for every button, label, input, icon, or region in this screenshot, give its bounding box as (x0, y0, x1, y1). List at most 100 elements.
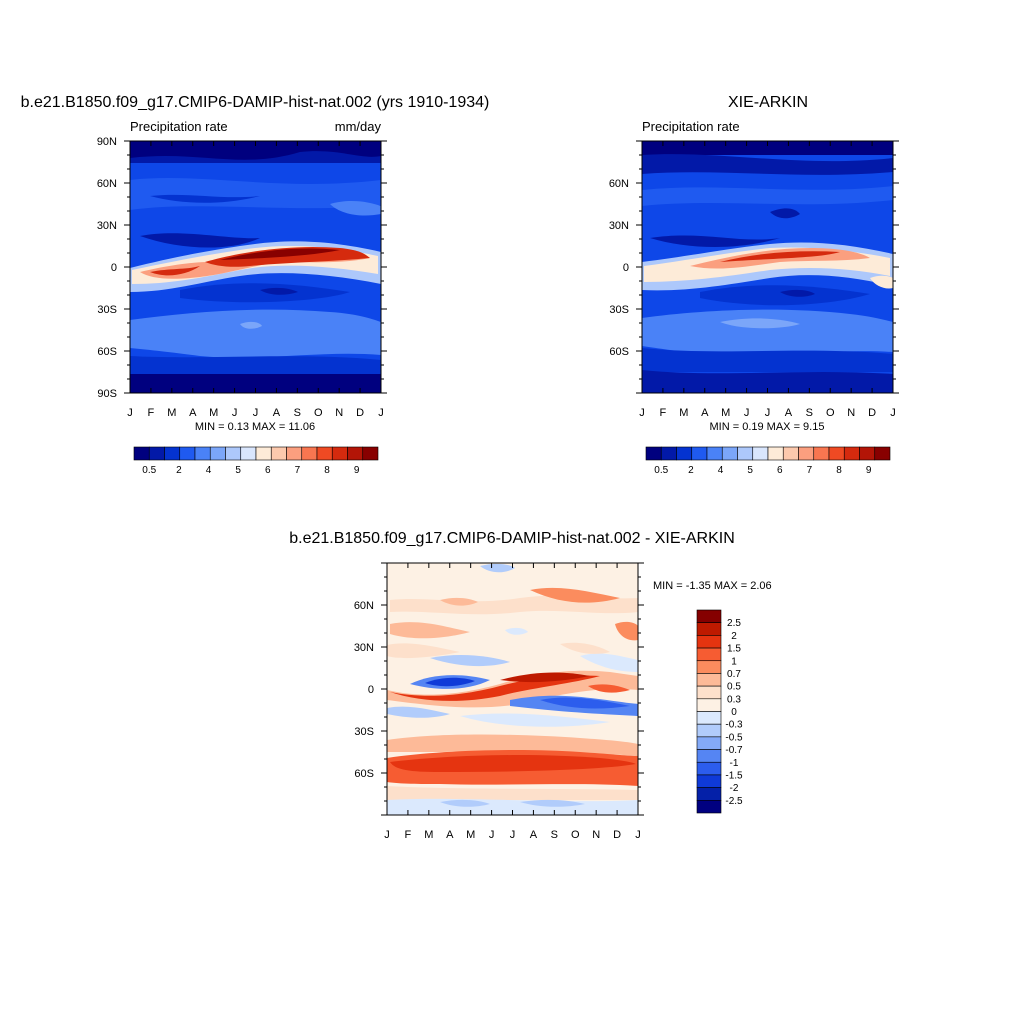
panel-obs-ytick-label: 30S (609, 304, 629, 316)
x-tick-label: J (765, 407, 771, 419)
colorbar-label: 5 (235, 465, 241, 476)
colorbar-label: -0.7 (725, 745, 743, 756)
x-tick-label: N (335, 407, 343, 419)
x-tick-label: J (639, 407, 645, 419)
panel-obs-plot-area (641, 140, 894, 394)
panel-obs-tickmarks (636, 140, 899, 394)
panel-diff-colorbar: 2.5 2 1.51 0.7 0.50.3 0 -0.3-0.5 -0.7 -1-1.5 -2 -2… (696, 609, 743, 814)
panel-model-units-label: mm/day (335, 119, 382, 134)
panel-obs-colorbar: 0.5 2 4 5 6 7 8 9 (645, 446, 891, 476)
colorbar-label: 2 (688, 465, 694, 476)
panel-model-y-ticks: 90N 60N 30N 0 30S 60S 90S (97, 136, 117, 400)
colorbar-label: 7 (295, 465, 301, 476)
colorbar-label: 0.5 (727, 682, 741, 693)
colorbar-swatch (706, 446, 723, 461)
colorbar-swatch (782, 446, 799, 461)
x-tick-label: N (592, 829, 600, 841)
colorbar-label: -0.3 (725, 720, 743, 731)
panel-model-ytick-label: 90S (97, 388, 117, 400)
panel-model-tickmarks (124, 140, 387, 394)
panel-obs-ytick-label: 60S (609, 346, 629, 358)
colorbar-swatch (660, 446, 677, 461)
panel-obs-ytick-label: 30N (609, 220, 629, 232)
panel-diff-ytick-label: 0 (368, 684, 374, 696)
colorbar-label: 0.3 (727, 694, 741, 705)
colorbar-swatch (225, 446, 242, 461)
colorbar-swatch (874, 446, 891, 461)
panel-diff-title: b.e21.B1850.f09_g17.CMIP6-DAMIP-hist-nat… (289, 530, 735, 547)
colorbar-swatch (859, 446, 876, 461)
x-tick-label: J (127, 407, 133, 419)
x-tick-label: M (209, 407, 218, 419)
colorbar-swatch (737, 446, 754, 461)
x-tick-label: J (744, 407, 750, 419)
colorbar-label: 6 (265, 465, 271, 476)
colorbar-label: 8 (836, 465, 842, 476)
colorbar-swatch (752, 446, 769, 461)
x-tick-label: J (253, 407, 259, 419)
x-tick-label: A (701, 407, 709, 419)
panel-model: b.e21.B1850.f09_g17.CMIP6-DAMIP-hist-nat… (21, 94, 490, 476)
colorbar-swatch (696, 673, 722, 687)
colorbar-label: -1 (730, 758, 739, 769)
x-tick-label: J (232, 407, 238, 419)
panel-model-ytick-label: 60N (97, 178, 117, 190)
colorbar-label: 5 (747, 465, 753, 476)
x-tick-label: D (613, 829, 621, 841)
panel-diff-ytick-label: 60S (354, 768, 374, 780)
colorbar-swatch (270, 446, 287, 461)
colorbar-swatch (645, 446, 662, 461)
colorbar-swatch (696, 761, 722, 776)
colorbar-label: 1.5 (727, 644, 741, 655)
panel-obs-quantity-label: Precipitation rate (642, 119, 740, 134)
colorbar-label: -2 (730, 783, 739, 794)
panel-model-title: b.e21.B1850.f09_g17.CMIP6-DAMIP-hist-nat… (21, 94, 490, 111)
colorbar-swatch (696, 609, 722, 623)
colorbar-label: 7 (807, 465, 813, 476)
colorbar-swatch (767, 446, 784, 461)
x-tick-label: S (294, 407, 301, 419)
colorbar-swatch (691, 446, 708, 461)
colorbar-swatch (696, 635, 722, 649)
x-tick-label: O (314, 407, 323, 419)
x-tick-label: S (551, 829, 558, 841)
x-tick-label: M (466, 829, 475, 841)
colorbar-swatch (676, 446, 693, 461)
colorbar-swatch (286, 446, 303, 461)
colorbar-swatch (696, 660, 722, 674)
x-tick-label: D (868, 407, 876, 419)
panel-obs-title: XIE-ARKIN (728, 94, 808, 111)
x-tick-label: O (826, 407, 835, 419)
colorbar-label: 2 (731, 631, 737, 642)
colorbar-swatch (148, 446, 165, 461)
colorbar-swatch (696, 749, 722, 763)
x-tick-label: A (446, 829, 454, 841)
panel-model-ytick-label: 30S (97, 304, 117, 316)
colorbar-label: 4 (718, 465, 724, 476)
colorbar-label: -2.5 (725, 796, 743, 807)
colorbar-label: 2.5 (727, 618, 741, 629)
colorbar-swatch (331, 446, 348, 461)
colorbar-swatch (798, 446, 815, 461)
panel-diff-tickmarks (381, 562, 644, 816)
colorbar-swatch (209, 446, 226, 461)
colorbar-label: 1 (731, 656, 737, 667)
colorbar-swatch (164, 446, 181, 461)
colorbar-label: 0.7 (727, 669, 741, 680)
colorbar-swatch (696, 736, 722, 750)
colorbar-label: 9 (866, 465, 872, 476)
panel-model-ytick-label: 30N (97, 220, 117, 232)
colorbar-swatch (843, 446, 860, 461)
colorbar-swatch (347, 446, 364, 461)
x-tick-label: A (189, 407, 197, 419)
colorbar-swatch (696, 622, 722, 636)
colorbar-label: 9 (354, 465, 360, 476)
x-tick-label: F (148, 407, 155, 419)
panel-model-stats: MIN = 0.13 MAX = 11.06 (195, 421, 315, 433)
colorbar-swatch (813, 446, 830, 461)
colorbar-label: 8 (324, 465, 330, 476)
panel-obs-stats: MIN = 0.19 MAX = 9.15 (710, 421, 825, 433)
colorbar-label: 0 (731, 707, 737, 718)
panel-model-ytick-label: 90N (97, 136, 117, 148)
